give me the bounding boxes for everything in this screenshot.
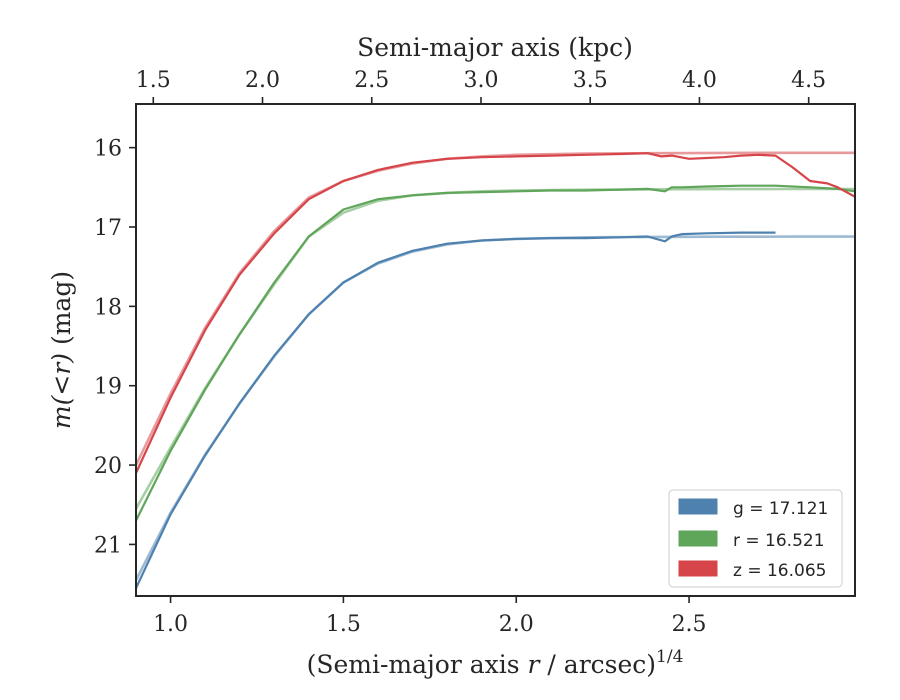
legend-label-g: g = 17.121 bbox=[733, 499, 828, 519]
y-tick-label: 21 bbox=[94, 533, 122, 558]
x-axis-title-sup: 1/4 bbox=[656, 647, 683, 667]
top-x-tick-label: 2.5 bbox=[354, 68, 389, 93]
y-tick-label: 20 bbox=[94, 454, 122, 479]
x-axis-title: (Semi-major axis r / arcsec)1/4 bbox=[307, 647, 684, 679]
x-axis-title-prefix: (Semi-major axis bbox=[307, 650, 528, 679]
y-tick-label: 18 bbox=[94, 295, 122, 320]
x-tick-label: 1.5 bbox=[326, 612, 361, 637]
top-x-tick-label: 4.0 bbox=[682, 68, 717, 93]
legend-swatch-z bbox=[678, 560, 718, 577]
series-layer bbox=[136, 151, 855, 589]
x-tick-label: 2.0 bbox=[499, 612, 534, 637]
y-axis-title-unit: (mag) bbox=[47, 271, 76, 353]
plot-frame bbox=[135, 103, 856, 597]
model-line-z bbox=[136, 151, 855, 466]
y-axis-title: m(<r) (mag) bbox=[47, 271, 76, 429]
top-x-tick-label: 2.0 bbox=[245, 68, 280, 93]
legend-swatch-r bbox=[678, 530, 718, 547]
legend-label-z: z = 16.065 bbox=[733, 561, 826, 581]
y-axis-title-var: m(<r) bbox=[47, 353, 76, 429]
top-x-tick-label: 3.5 bbox=[573, 68, 608, 93]
y-tick-label: 17 bbox=[94, 216, 122, 241]
y-tick-label: 19 bbox=[94, 375, 122, 400]
x-axis-title-suffix: / arcsec) bbox=[539, 650, 656, 679]
x-tick-label: 1.0 bbox=[153, 612, 188, 637]
x-tick-label: 2.5 bbox=[672, 612, 707, 637]
data-line-z bbox=[136, 152, 855, 474]
legend-swatch-g bbox=[678, 498, 718, 515]
legend: g = 17.121 r = 16.521 z = 16.065 bbox=[668, 489, 843, 588]
ticks-layer: 1.0 1.5 2.0 2.5 1.5 2.0 2.5 3.0 3.5 4.0 4.5 16 17 18 1… bbox=[94, 68, 826, 637]
data-line-r bbox=[136, 184, 855, 522]
y-tick-label: 16 bbox=[94, 137, 122, 162]
top-x-tick-label: 3.0 bbox=[463, 68, 498, 93]
x-axis-title-var: r bbox=[528, 650, 542, 679]
top-x-tick-label: 4.5 bbox=[791, 68, 826, 93]
legend-label-r: r = 16.521 bbox=[733, 531, 825, 551]
data-line-g bbox=[136, 231, 776, 589]
top-x-tick-label: 1.5 bbox=[136, 68, 171, 93]
top-axis-title: Semi-major axis (kpc) bbox=[357, 33, 633, 62]
